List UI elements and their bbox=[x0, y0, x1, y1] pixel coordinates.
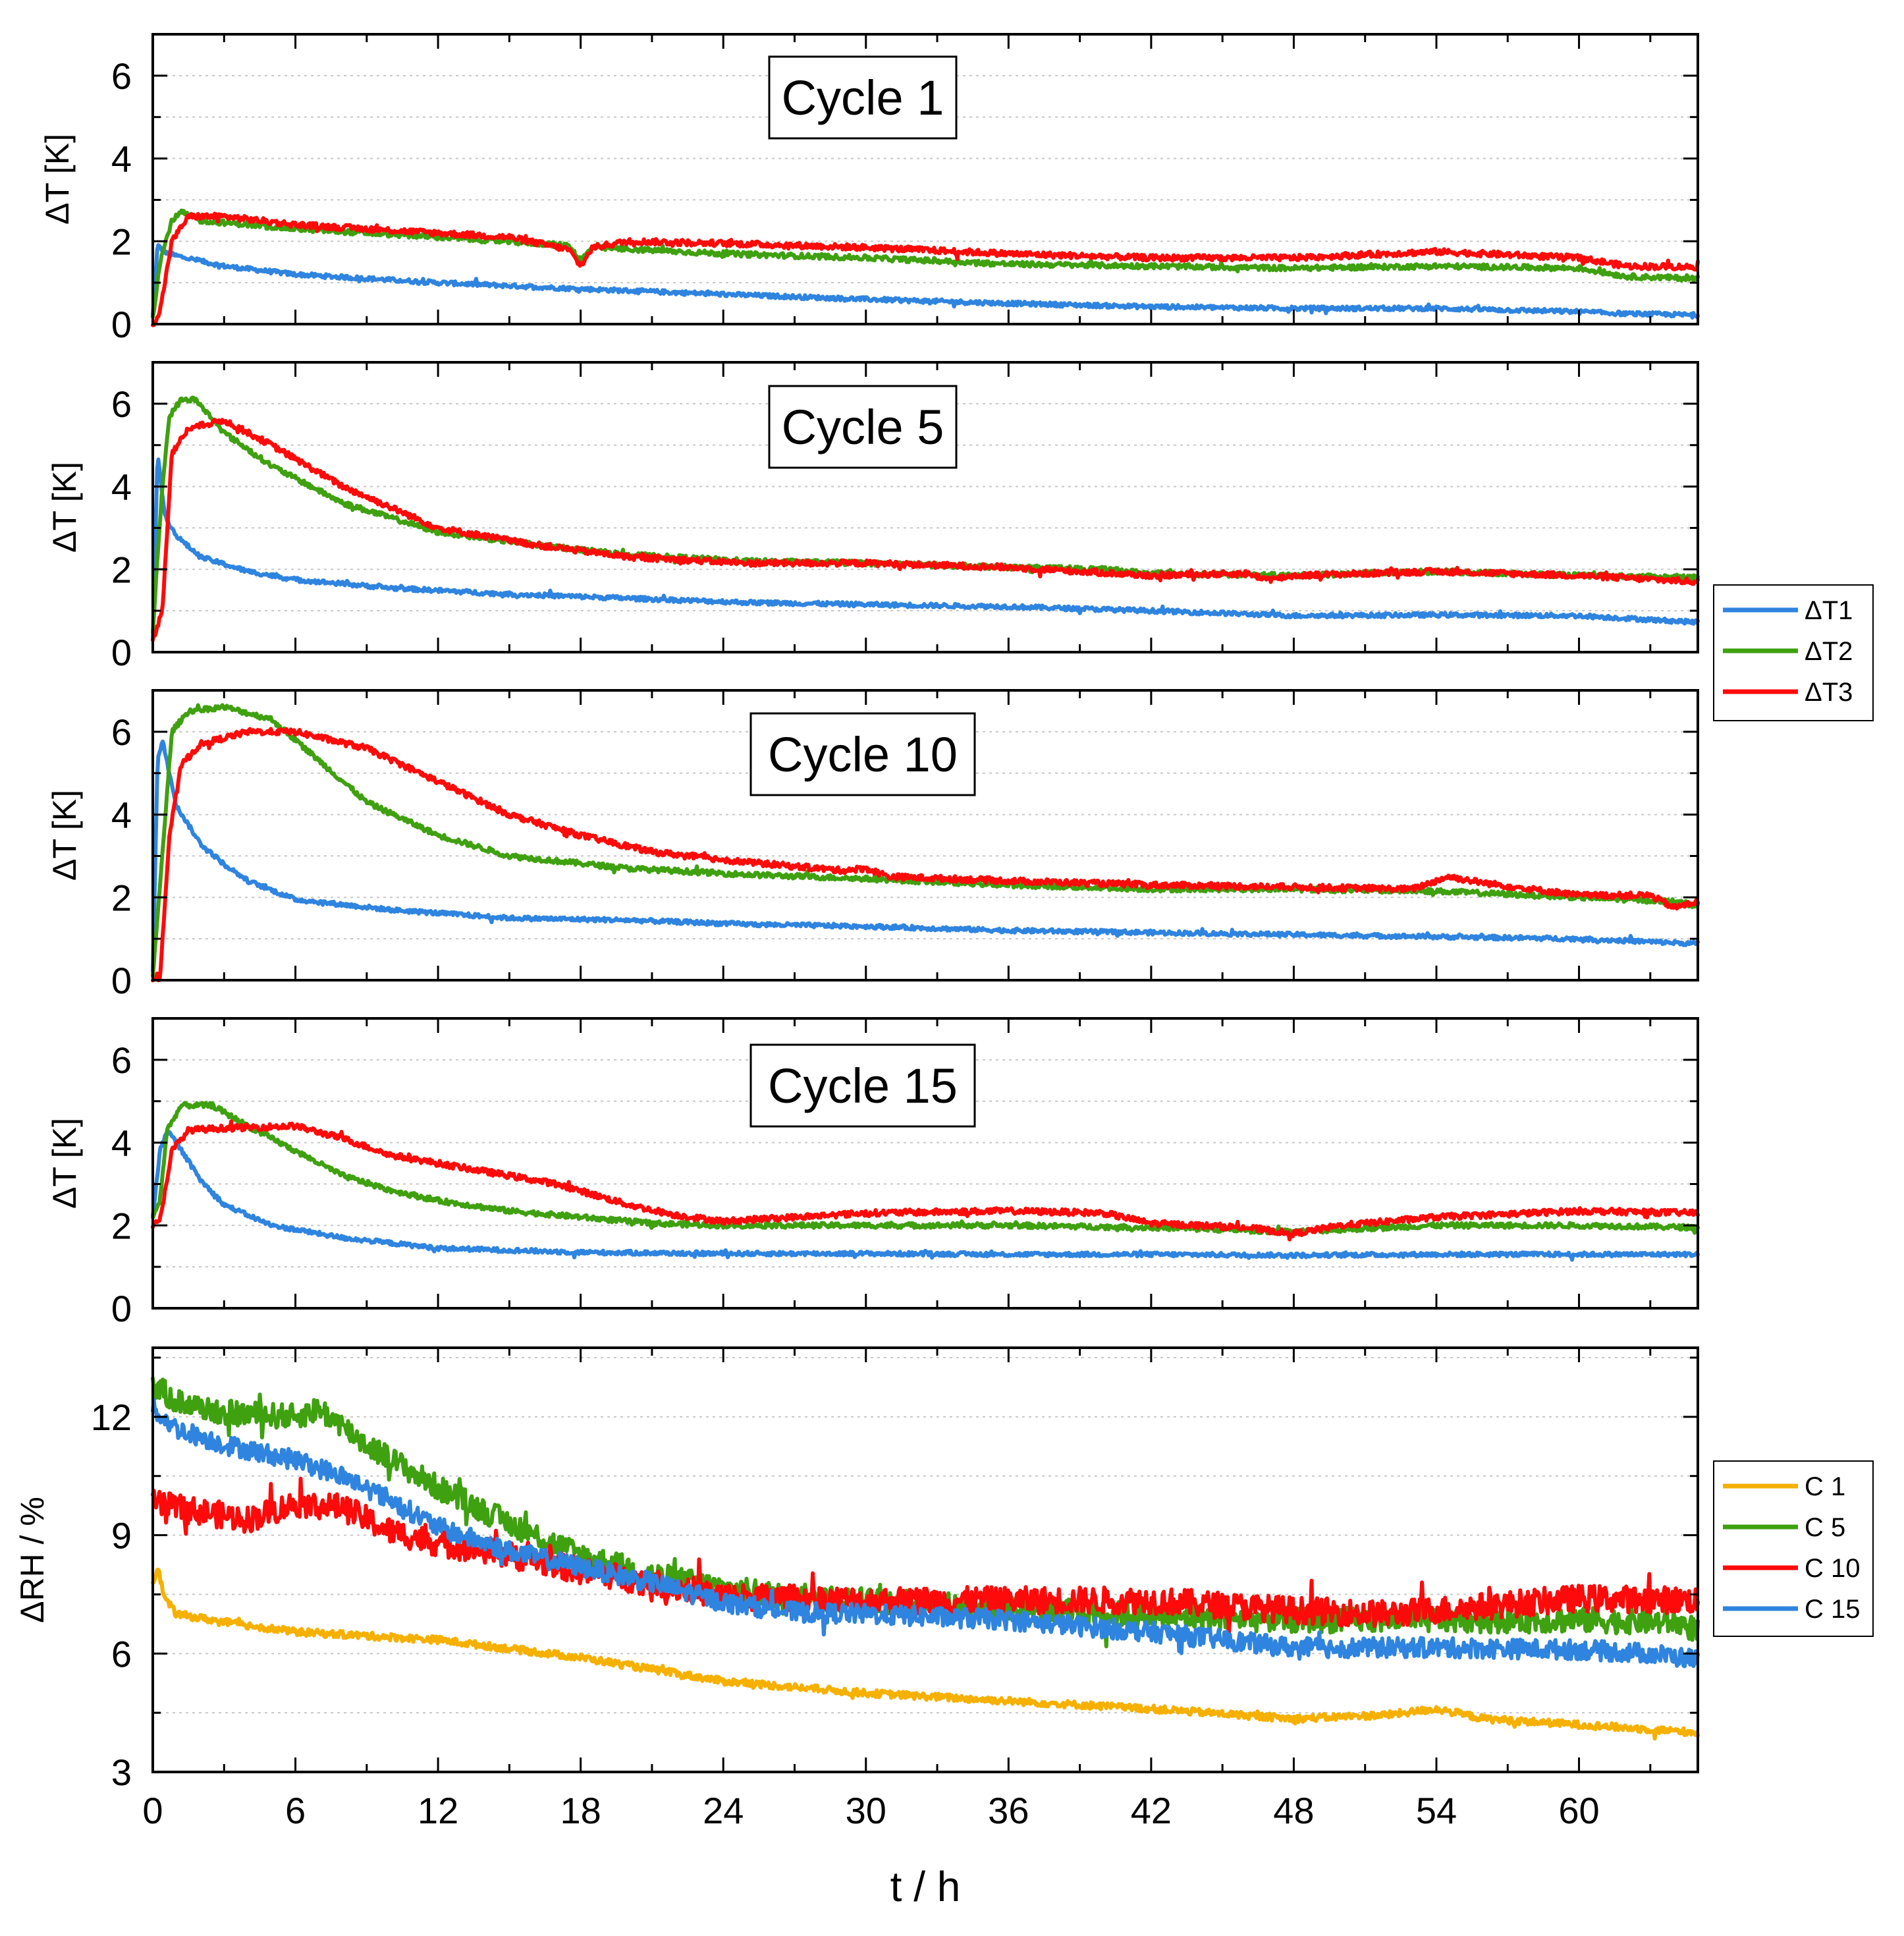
series-line-dt3 bbox=[151, 727, 1700, 983]
legend-item-c5: C 5 bbox=[1723, 1513, 1845, 1542]
x-tick-label: 48 bbox=[1273, 1790, 1314, 1831]
legend-label: C 5 bbox=[1805, 1513, 1845, 1542]
series-line-dt1 bbox=[151, 457, 1700, 642]
y-tick-label: 12 bbox=[91, 1397, 132, 1438]
x-tick-label: 0 bbox=[142, 1790, 163, 1831]
x-axis-title: t / h bbox=[890, 1863, 961, 1910]
panel-frame bbox=[151, 1346, 1699, 1773]
y-axis-label: ΔRH / % bbox=[14, 1497, 51, 1623]
panel-title-box: Cycle 10 bbox=[749, 712, 976, 796]
legend-label: C 15 bbox=[1805, 1595, 1861, 1624]
x-tick-label: 42 bbox=[1131, 1790, 1172, 1831]
y-tick-label: 6 bbox=[111, 711, 132, 753]
legend-label: C 1 bbox=[1805, 1472, 1845, 1501]
legend-label: ΔT2 bbox=[1805, 637, 1853, 666]
legend-item-c15: C 15 bbox=[1723, 1595, 1861, 1624]
series-line-dt3 bbox=[151, 211, 1700, 327]
panel-title: Cycle 5 bbox=[782, 400, 944, 455]
legend-item-c10: C 10 bbox=[1723, 1554, 1861, 1583]
y-tick-label: 2 bbox=[111, 221, 132, 262]
y-tick-label: 0 bbox=[111, 632, 132, 673]
x-tick-label: 18 bbox=[560, 1790, 601, 1831]
panel-frame bbox=[151, 33, 1699, 325]
y-axis-label: ΔT [K] bbox=[39, 134, 76, 225]
y-tick-label: 4 bbox=[111, 794, 132, 836]
panel-cycle-1: 0 2 4 6 ΔT [K] Cycle 1 bbox=[39, 33, 1700, 345]
legend-label: ΔT1 bbox=[1805, 596, 1853, 625]
legend-item-dt2: ΔT2 bbox=[1723, 637, 1853, 666]
y-tick-label: 4 bbox=[111, 138, 132, 180]
y-tick-label: 4 bbox=[111, 1122, 132, 1164]
panel-cycle-15: 0 2 4 6 ΔT [K] Cycle 15 bbox=[46, 1017, 1700, 1329]
panel-title: Cycle 1 bbox=[782, 70, 944, 125]
panel-frame bbox=[151, 361, 1699, 653]
panel-title: Cycle 10 bbox=[768, 727, 958, 782]
y-tick-label: 0 bbox=[111, 1288, 132, 1329]
series-line-dt1 bbox=[151, 1128, 1700, 1262]
y-tick-label: 4 bbox=[111, 466, 132, 508]
series-line-dt1 bbox=[151, 739, 1700, 974]
legend-humidity: C 1 C 5 C 10 C 15 bbox=[1713, 1460, 1874, 1637]
y-tick-label: 6 bbox=[111, 1633, 132, 1674]
x-tick-label: 24 bbox=[703, 1790, 744, 1831]
legend-temperature: ΔT1 ΔT2 ΔT3 bbox=[1713, 584, 1874, 721]
y-tick-label: 2 bbox=[111, 877, 132, 918]
x-tick-label: 36 bbox=[988, 1790, 1029, 1831]
legend-item-dt1: ΔT1 bbox=[1723, 596, 1853, 625]
y-axis-label: ΔT [K] bbox=[46, 462, 83, 553]
y-tick-label: 9 bbox=[111, 1515, 132, 1557]
series-line-dt2 bbox=[151, 208, 1700, 319]
panel-frame bbox=[151, 1017, 1699, 1310]
y-tick-label: 6 bbox=[111, 55, 132, 97]
y-tick-label: 0 bbox=[111, 304, 132, 345]
y-tick-label: 3 bbox=[111, 1752, 132, 1793]
panel-cycle-5: 0 2 4 6 ΔT [K] Cycle 5 bbox=[46, 361, 1700, 673]
panel-humidity: 3 6 9 12 ΔRH / % bbox=[14, 1346, 1700, 1793]
y-tick-label: 6 bbox=[111, 1039, 132, 1081]
y-axis-label: ΔT [K] bbox=[46, 1118, 83, 1209]
x-axis-tick-labels: 0 6 12 18 24 30 36 42 48 54 60 bbox=[142, 1790, 1599, 1831]
legend-label: C 10 bbox=[1805, 1554, 1861, 1583]
y-tick-label: 6 bbox=[111, 383, 132, 425]
series-line-dt3 bbox=[151, 418, 1700, 642]
panel-title-box: Cycle 1 bbox=[768, 55, 958, 140]
series-line-dt1 bbox=[151, 243, 1700, 320]
y-tick-label: 2 bbox=[111, 1205, 132, 1246]
panel-title-box: Cycle 5 bbox=[768, 385, 958, 469]
series-line-dt3 bbox=[151, 1119, 1700, 1242]
x-tick-label: 6 bbox=[285, 1790, 306, 1831]
series-line-c10 bbox=[151, 1476, 1700, 1638]
series-line-c1 bbox=[151, 1567, 1700, 1741]
panel-title-box: Cycle 15 bbox=[749, 1043, 976, 1128]
panel-title: Cycle 15 bbox=[768, 1059, 958, 1113]
panel-frame bbox=[151, 689, 1699, 982]
x-tick-label: 60 bbox=[1558, 1790, 1599, 1831]
series-line-dt2 bbox=[151, 1101, 1700, 1236]
x-tick-label: 30 bbox=[846, 1790, 886, 1831]
series-line-dt2 bbox=[151, 703, 1700, 978]
x-tick-label: 12 bbox=[418, 1790, 458, 1831]
y-tick-label: 0 bbox=[111, 960, 132, 1001]
legend-label: ΔT3 bbox=[1805, 678, 1853, 707]
x-tick-label: 54 bbox=[1416, 1790, 1457, 1831]
y-tick-label: 2 bbox=[111, 549, 132, 590]
legend-item-dt3: ΔT3 bbox=[1723, 678, 1853, 707]
series-line-c15 bbox=[151, 1398, 1700, 1669]
y-axis-label: ΔT [K] bbox=[46, 790, 83, 881]
legend-item-c1: C 1 bbox=[1723, 1472, 1845, 1501]
panel-cycle-10: 0 2 4 6 ΔT [K] Cycle 10 bbox=[46, 689, 1700, 1001]
